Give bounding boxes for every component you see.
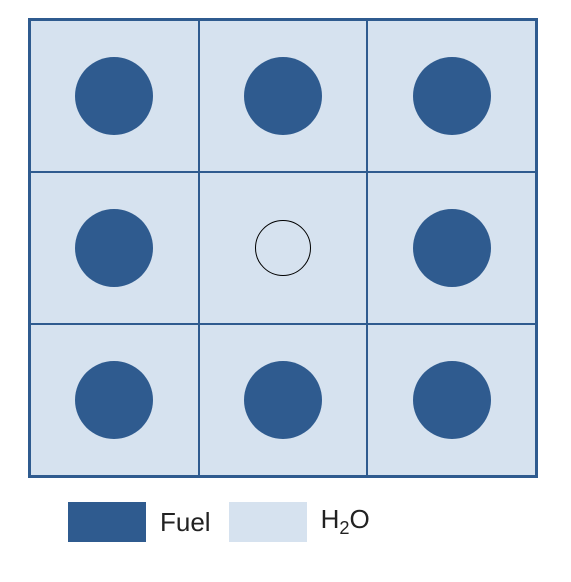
fuel-dot xyxy=(413,57,491,135)
grid-cell xyxy=(367,324,536,476)
fuel-dot xyxy=(244,57,322,135)
grid-cell xyxy=(199,324,368,476)
legend-label-h2o: H2O xyxy=(321,504,370,539)
grid-cell xyxy=(367,20,536,172)
legend-swatch-fuel xyxy=(68,502,146,542)
legend: Fuel H2O xyxy=(28,502,543,542)
fuel-dot xyxy=(75,57,153,135)
fuel-dot xyxy=(413,209,491,287)
grid-cell xyxy=(30,20,199,172)
grid-cell xyxy=(199,20,368,172)
legend-label-fuel: Fuel xyxy=(160,507,211,538)
fuel-dot xyxy=(413,361,491,439)
grid-cell xyxy=(30,172,199,324)
legend-item-h2o: H2O xyxy=(229,502,370,542)
legend-item-fuel: Fuel xyxy=(68,502,211,542)
fuel-dot xyxy=(75,361,153,439)
fuel-dot xyxy=(244,361,322,439)
grid-cell xyxy=(199,172,368,324)
reactor-grid xyxy=(28,18,538,478)
grid-cell xyxy=(30,324,199,476)
legend-swatch-h2o xyxy=(229,502,307,542)
fuel-dot xyxy=(75,209,153,287)
grid-cell xyxy=(367,172,536,324)
hollow-dot xyxy=(255,220,311,276)
